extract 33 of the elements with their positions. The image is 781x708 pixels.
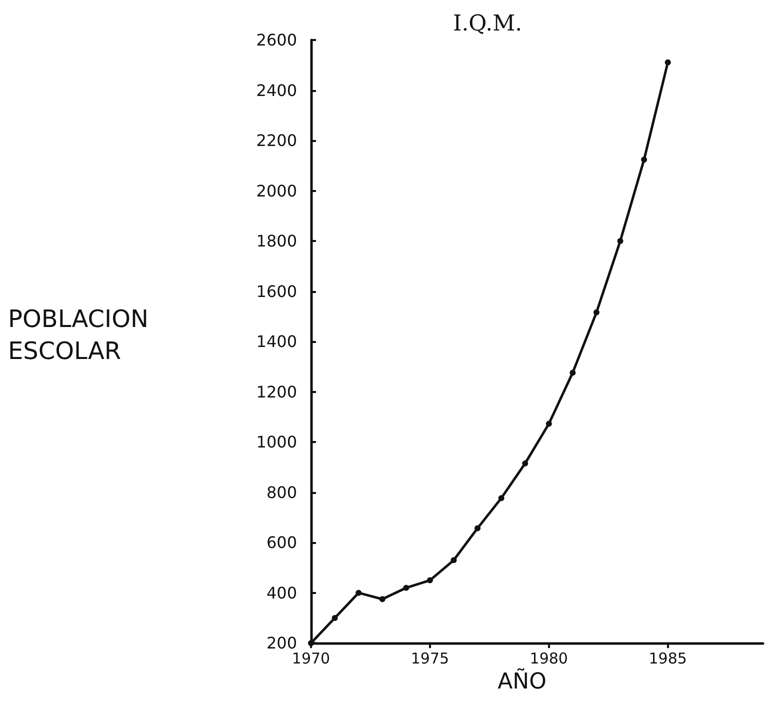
y-axis-title: POBLACION ESCOLAR xyxy=(8,305,156,365)
y-tick-label: 2000 xyxy=(256,181,297,200)
point xyxy=(498,495,504,502)
x-tick-label: 1980 xyxy=(530,650,568,668)
point xyxy=(664,59,671,66)
y-tick-label: 400 xyxy=(266,583,297,602)
x-axis-title: AÑO xyxy=(498,668,546,694)
point xyxy=(617,238,624,244)
point xyxy=(403,584,410,591)
point xyxy=(332,614,338,621)
y-tick-label: 1400 xyxy=(256,332,297,352)
y-tick-label: 600 xyxy=(266,533,297,552)
point xyxy=(593,309,600,316)
y-tick-label: 800 xyxy=(266,482,297,502)
y-tick-label: 1000 xyxy=(256,432,297,452)
y-tick-label: 2400 xyxy=(256,80,297,100)
point xyxy=(546,420,552,427)
point xyxy=(450,557,457,564)
point xyxy=(356,590,362,596)
point xyxy=(570,370,576,376)
point xyxy=(641,156,648,163)
y-tick-label: 1800 xyxy=(256,232,297,251)
y-tick-label: 2600 xyxy=(256,30,297,50)
point xyxy=(426,577,433,584)
y-tick-label: 2200 xyxy=(256,131,297,150)
x-tick-label: 1975 xyxy=(410,650,450,668)
y-tick-label: 1200 xyxy=(256,382,297,402)
x-tick-label: 1985 xyxy=(648,650,687,668)
y-tick-label: 1600 xyxy=(256,282,297,301)
point xyxy=(379,596,386,602)
point xyxy=(522,460,528,466)
chart-title: I.Q.M. xyxy=(453,12,522,36)
point xyxy=(474,525,481,532)
